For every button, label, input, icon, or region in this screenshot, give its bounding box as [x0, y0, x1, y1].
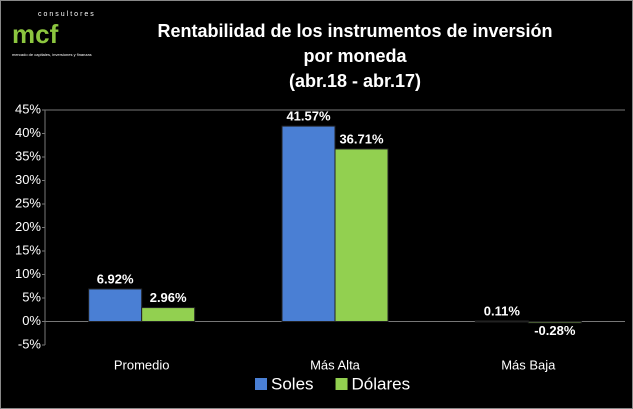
y-tick-label: 30%: [15, 172, 41, 187]
data-label: 2.96%: [150, 290, 187, 305]
bar: [474, 320, 529, 323]
y-tick-label: 35%: [15, 148, 41, 163]
y-tick-label: 15%: [15, 242, 41, 257]
chart-title: (abr.18 - abr.17): [289, 71, 421, 91]
logo-tagline: consultores: [38, 11, 96, 18]
x-tick-label: Más Baja: [501, 357, 556, 372]
data-label: 41.57%: [286, 109, 331, 124]
x-tick-label: Promedio: [114, 357, 170, 372]
data-label: 36.71%: [339, 131, 384, 146]
y-tick-label: 25%: [15, 195, 41, 210]
y-tick-label: 5%: [22, 289, 41, 304]
y-tick-label: 45%: [15, 101, 41, 116]
bar: [88, 288, 143, 323]
chart-title: Rentabilidad de los instrumentos de inve…: [157, 21, 552, 41]
logo-brand: mcf: [12, 19, 59, 49]
y-tick-label: 10%: [15, 266, 41, 281]
data-label: -0.28%: [534, 323, 576, 338]
y-tick-label: 20%: [15, 219, 41, 234]
bar: [281, 125, 336, 322]
x-tick-label: Más Alta: [310, 357, 361, 372]
legend-label: Dólares: [352, 374, 411, 393]
bar: [334, 148, 389, 322]
y-tick-label: -5%: [18, 336, 42, 351]
y-tick-label: 0%: [22, 313, 41, 328]
bar: [527, 321, 582, 324]
legend-swatch: [335, 378, 348, 390]
logo-subtitle: mercado de capitales, inversiones y fina…: [12, 52, 92, 57]
y-tick-label: 40%: [15, 125, 41, 140]
data-label: 0.11%: [484, 303, 521, 318]
legend-label: Soles: [271, 374, 314, 393]
legend-swatch: [255, 378, 267, 390]
bar: [141, 307, 196, 323]
chart-title: por moneda: [303, 46, 407, 66]
data-label: 6.92%: [97, 271, 134, 286]
